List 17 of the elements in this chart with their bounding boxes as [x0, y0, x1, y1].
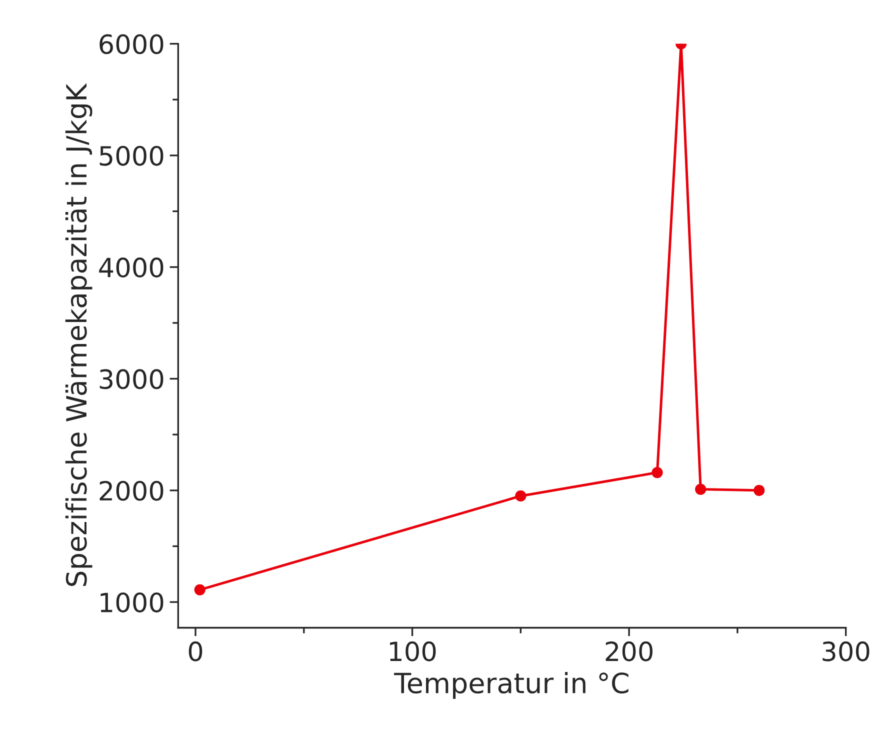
x-tick-label: 300	[822, 641, 870, 662]
y-tick-label: 5000	[100, 146, 164, 166]
y-tick-label: 3000	[100, 369, 164, 390]
point	[652, 466, 663, 478]
x-tick-label: 0	[188, 641, 202, 662]
point	[194, 584, 206, 596]
x-axis-title: Temperatur in °C	[394, 672, 628, 699]
point	[695, 484, 706, 495]
point	[754, 484, 765, 496]
y-tick-label: 2000	[100, 480, 164, 501]
x-tick-label: 100	[390, 641, 436, 662]
x-tick-label: 200	[606, 641, 652, 662]
y-axis-title: Spezifische Wärmekapazität in J/kgK	[65, 83, 92, 586]
y-tick-label: 4000	[99, 258, 164, 278]
y-tick-label: 6000	[100, 34, 164, 54]
point	[515, 490, 526, 502]
y-tick-label: 1000	[100, 592, 164, 612]
